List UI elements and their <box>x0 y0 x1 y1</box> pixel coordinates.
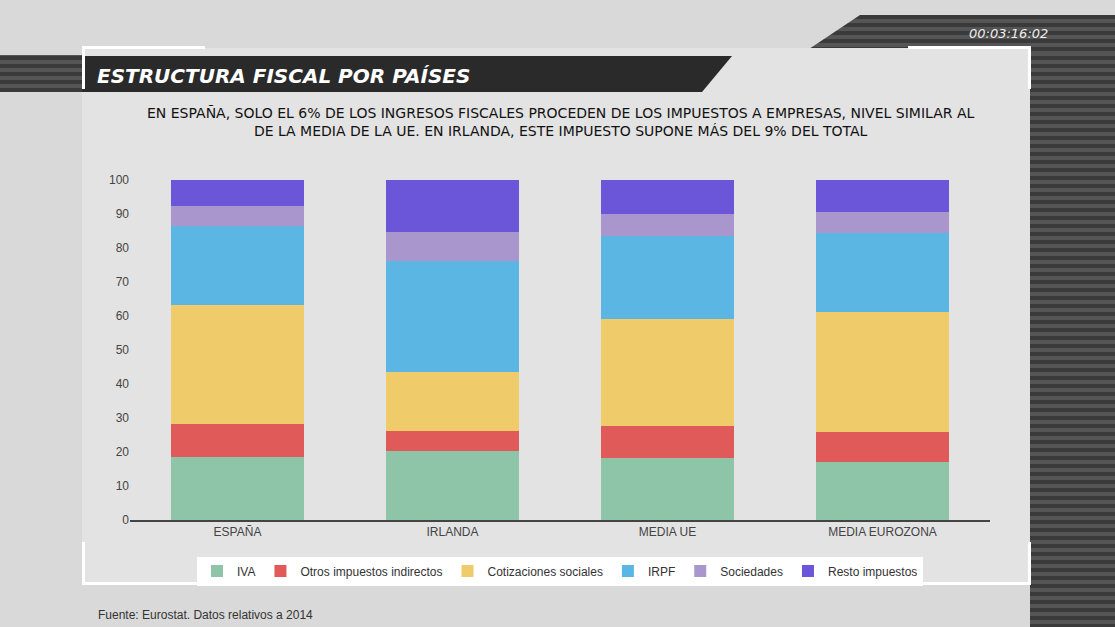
svg-text:Cotizaciones sociales: Cotizaciones sociales <box>488 565 603 579</box>
svg-text:60: 60 <box>116 309 130 323</box>
svg-text:10: 10 <box>116 479 130 493</box>
svg-text:Fuente: Eurostat. Datos relati: Fuente: Eurostat. Datos relativos a 2014 <box>98 608 313 622</box>
svg-text:40: 40 <box>116 377 130 391</box>
svg-text:100: 100 <box>109 173 129 187</box>
svg-text:MEDIA UE: MEDIA UE <box>639 525 696 539</box>
svg-text:00:03:16:02: 00:03:16:02 <box>969 26 1048 41</box>
svg-text:Otros impuestos indirectos: Otros impuestos indirectos <box>300 565 442 579</box>
svg-text:70: 70 <box>116 275 130 289</box>
svg-text:Resto impuestos: Resto impuestos <box>828 565 917 579</box>
svg-text:Sociedades: Sociedades <box>720 565 783 579</box>
svg-text:50: 50 <box>116 343 130 357</box>
svg-text:90: 90 <box>116 207 130 221</box>
svg-text:MEDIA EUROZONA: MEDIA EUROZONA <box>828 525 937 539</box>
svg-text:EN ESPAÑA, SOLO EL 6% DE LOS I: EN ESPAÑA, SOLO EL 6% DE LOS INGRESOS FI… <box>147 105 974 139</box>
svg-text:IRPF: IRPF <box>648 565 675 579</box>
svg-text:ESTRUCTURA FISCAL POR PAÍSES: ESTRUCTURA FISCAL POR PAÍSES <box>97 64 470 88</box>
svg-text:IRLANDA: IRLANDA <box>426 525 478 539</box>
svg-text:20: 20 <box>116 445 130 459</box>
svg-text:0: 0 <box>122 513 129 527</box>
svg-text:ESPAÑA: ESPAÑA <box>214 525 262 539</box>
svg-text:80: 80 <box>116 241 130 255</box>
svg-text:30: 30 <box>116 411 130 425</box>
svg-text:IVA: IVA <box>237 565 255 579</box>
